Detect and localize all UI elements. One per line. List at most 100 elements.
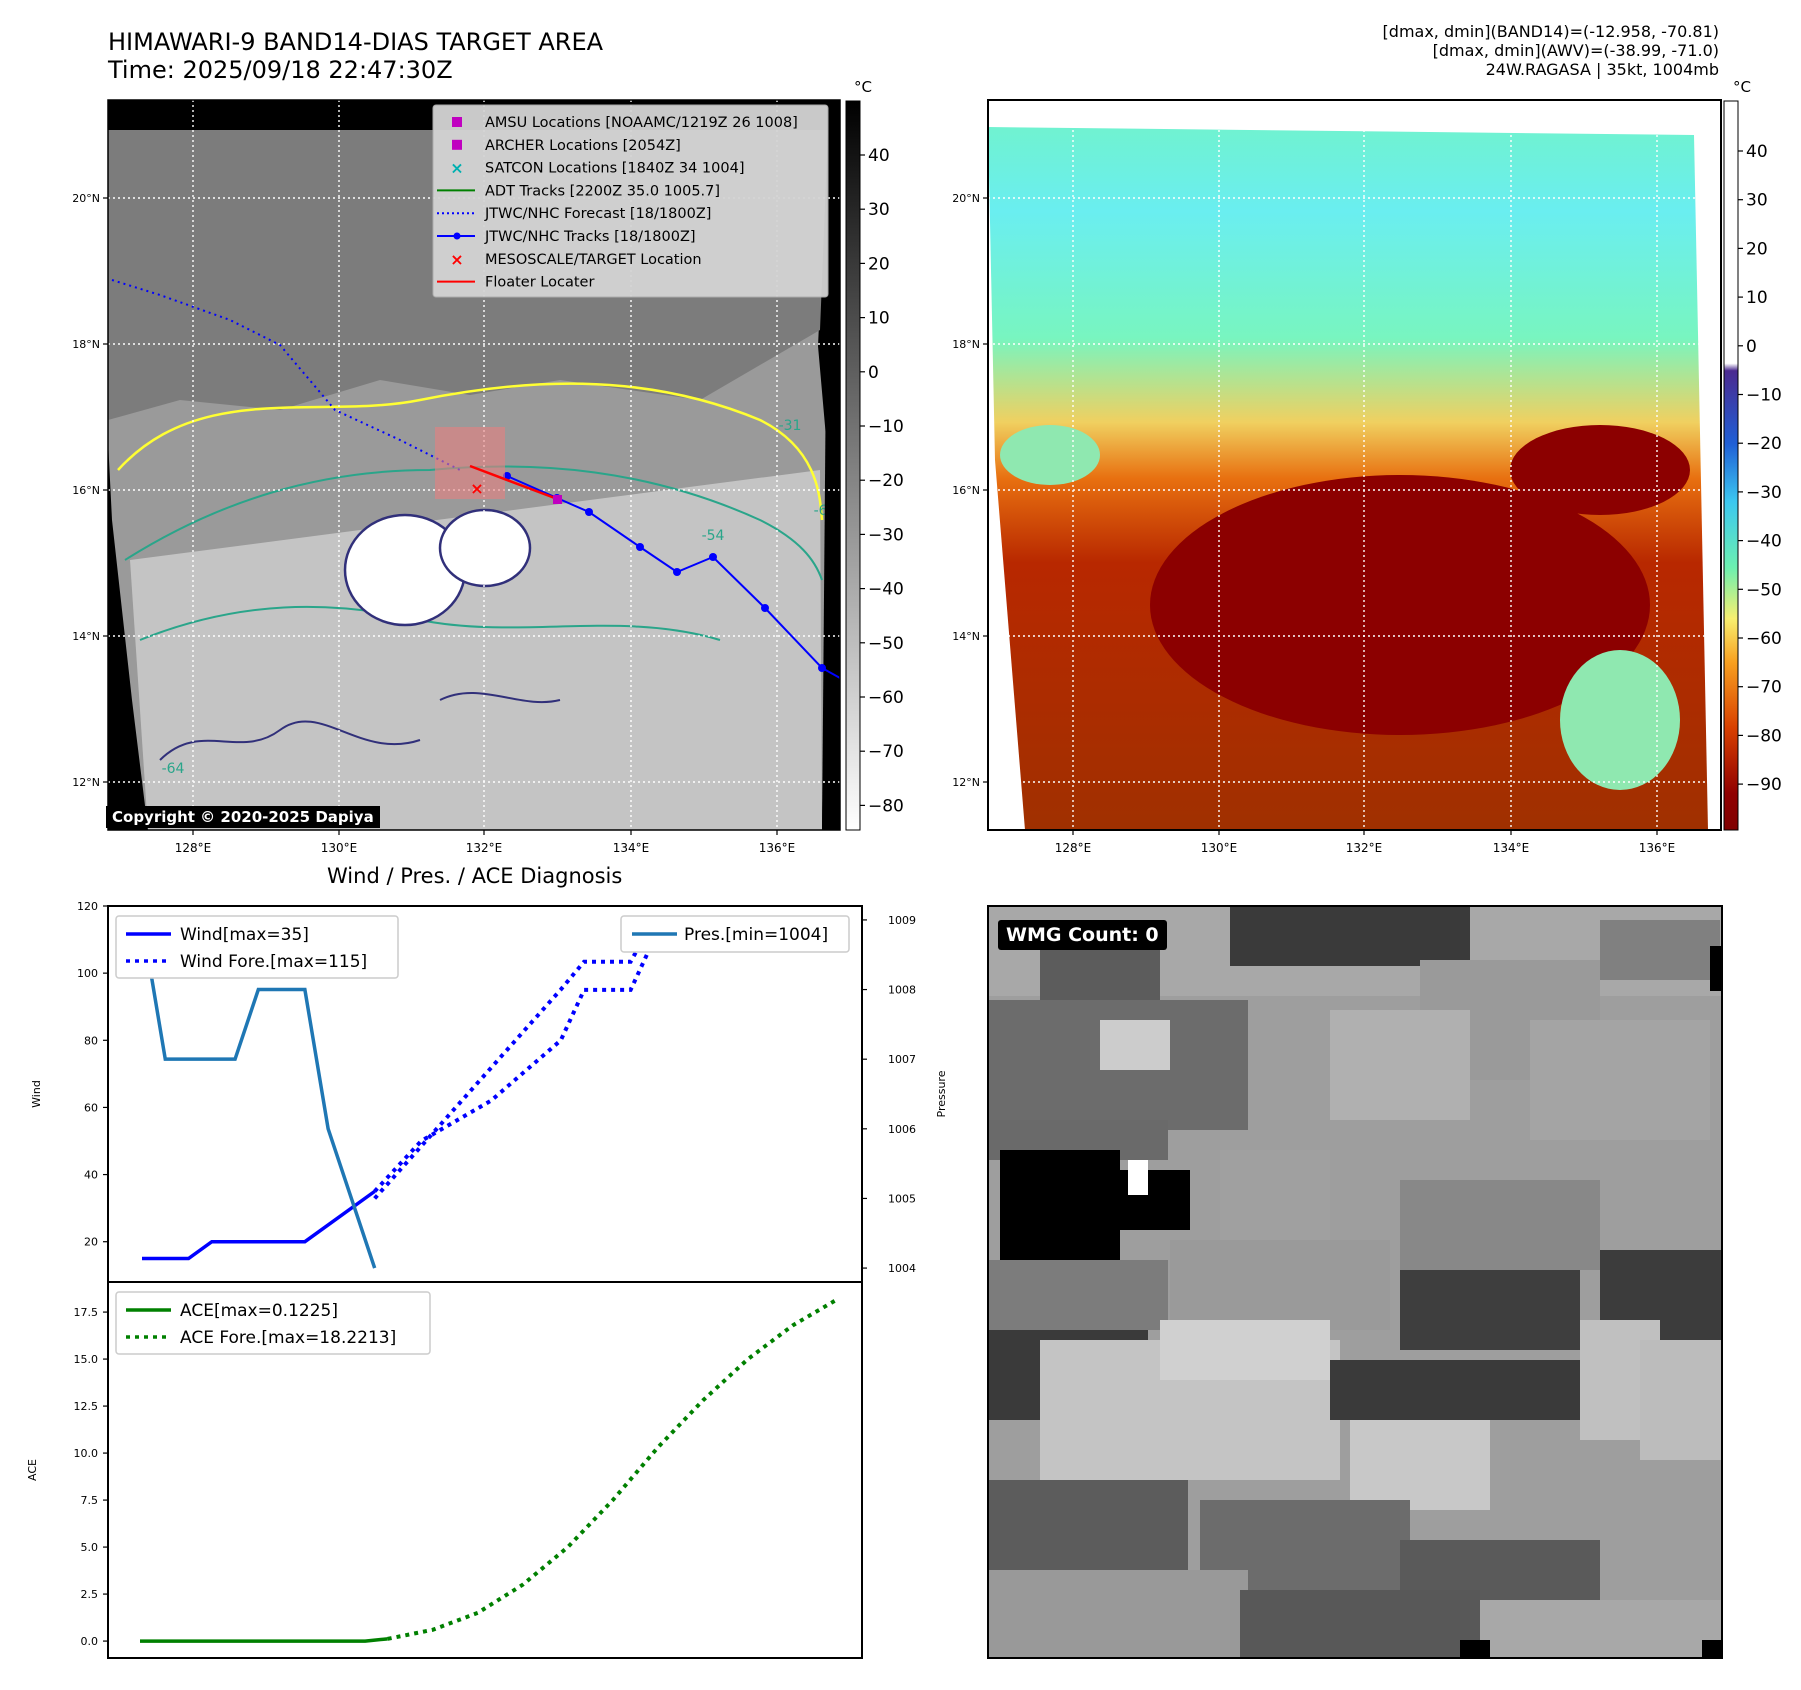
wmg-pixel-block [1240, 1590, 1480, 1658]
awv-map-lon-label: 136°E [1639, 841, 1676, 855]
ir-map-lon-label: 130°E [321, 841, 358, 855]
ir-map-lat-label: 14°N [72, 630, 100, 643]
ace-ytick-label: 7.5 [81, 1494, 99, 1507]
pressure-ytick-label: 1009 [888, 914, 916, 927]
pressure-ytick-label: 1005 [888, 1192, 916, 1205]
ir-contour-teal [124, 465, 823, 581]
colorbar-tick-label: −70 [868, 742, 904, 762]
target-location-marker: × [470, 479, 483, 498]
awv-cold-core [1510, 425, 1690, 515]
colorbar-tick-label: 10 [868, 309, 890, 329]
pressure-legend-entry: Pres.[min=1004] [684, 925, 828, 945]
legend-marker [452, 139, 462, 150]
colorbar-tick-label: −50 [868, 634, 904, 654]
ace-ytick-label: 12.5 [74, 1400, 99, 1413]
awv-map-lat-label: 18°N [952, 338, 980, 351]
pressure-axis-label: Pressure [935, 1070, 948, 1117]
colorbar-tick-label: −80 [868, 796, 904, 816]
wmg-pixel-block [1128, 1160, 1148, 1195]
awv-map-lat-label: 12°N [952, 776, 980, 789]
wmg-pixel-block [1160, 1320, 1330, 1380]
series-wind [142, 1189, 376, 1261]
colorbar-tick-label: 30 [1746, 191, 1768, 211]
wmg-pixel-block [1640, 1340, 1722, 1460]
contour-label: -54 [702, 528, 725, 544]
colorbar-tick-label: −80 [1746, 726, 1782, 746]
wmg-panel-frame [987, 905, 1723, 1659]
wmg-pixel-block [1100, 1020, 1170, 1070]
wmg-pixel-block [1530, 1020, 1710, 1140]
colorbar-tick-label: −60 [1746, 629, 1782, 649]
wind-axis-label: Wind [30, 1080, 43, 1108]
colorbar-tick-label: 0 [868, 363, 879, 383]
awv-map-lat-label: 20°N [952, 192, 980, 205]
wind-ytick-label: 60 [84, 1101, 98, 1114]
wmg-pixel-block [1702, 1640, 1722, 1658]
legend-marker [453, 232, 461, 240]
wmg-pixel-block [1230, 906, 1470, 966]
colorbar-tick-label: −10 [1746, 386, 1782, 406]
contour-label: -64 [162, 761, 185, 777]
gray-colorbar [845, 100, 861, 831]
colorbar-tick-label: −30 [1746, 483, 1782, 503]
figure-info: [dmax, dmin](BAND14)=(-12.958, -70.81) [… [1382, 22, 1719, 79]
ace-ytick-label: 15.0 [74, 1353, 99, 1366]
pressure-ytick-label: 1008 [888, 984, 916, 997]
series-ace-fore [387, 1297, 840, 1641]
legend-marker [452, 117, 462, 127]
jtwc-forecast-track [111, 279, 461, 471]
colorbar-tick-label: −90 [1746, 775, 1782, 795]
legend-entry: Floater Locater [485, 275, 594, 291]
ir-contour-navy [439, 691, 561, 704]
wind-ytick-label: 40 [84, 1169, 98, 1182]
ir-map-lat-label: 16°N [72, 484, 100, 497]
colorbar-tick-label: −60 [868, 688, 904, 708]
awv-map-lon-label: 134°E [1493, 841, 1530, 855]
awv-clear-patch [1560, 650, 1680, 790]
series-pres [140, 919, 377, 1269]
colorbar-tick-label: 30 [868, 200, 890, 220]
ir-cold-cloud [130, 470, 822, 830]
legend-entry: AMSU Locations [NOAAMC/1219Z 26 1008] [485, 115, 798, 131]
wmg-count-badge: WMG Count: 0 [998, 920, 1167, 950]
jtwc-track-point [761, 604, 769, 612]
colorbar-tick-label: −20 [868, 471, 904, 491]
floater-locater [469, 464, 561, 502]
pressure-legend [620, 915, 850, 953]
series-ace [140, 1637, 388, 1643]
wind-ytick-label: 20 [84, 1236, 98, 1249]
jtwc-track-point [585, 508, 593, 516]
ir-swath-edge [822, 130, 840, 830]
ace-legend [115, 1291, 431, 1355]
wmg-pixel-block [1350, 1420, 1490, 1510]
wmg-pixel-block [1330, 1360, 1610, 1420]
ir-contour-yellow [117, 382, 824, 521]
wind-legend-entry: Wind Fore.[max=115] [180, 952, 367, 972]
ir-map-lon-label: 136°E [759, 841, 796, 855]
wind-ytick-label: 80 [84, 1034, 98, 1047]
contour-label: -31 [779, 418, 802, 434]
legend-marker: × [450, 250, 463, 269]
ir-cold-core-east [438, 508, 532, 588]
colorbar-tick-label: −70 [1746, 678, 1782, 698]
legend-entry: SATCON Locations [1840Z 34 1004] [485, 161, 744, 177]
awv-cold-core [1150, 475, 1650, 735]
awv-map-frame [987, 99, 1722, 831]
jtwc-track-point [818, 664, 826, 672]
ace-ytick-label: 17.5 [74, 1306, 99, 1319]
target-area-box [435, 427, 505, 499]
wmg-pixel-block [1170, 1240, 1390, 1330]
ir-map-lon-label: 132°E [466, 841, 503, 855]
wind-legend-entry: Wind[max=35] [180, 925, 309, 945]
legend-entry: JTWC/NHC Forecast [18/1800Z] [484, 206, 711, 222]
jtwc-track-point [673, 568, 681, 576]
jtwc-track-point [636, 543, 644, 551]
wmg-pixel-block [1460, 1640, 1490, 1658]
wmg-pixel-block [988, 1570, 1248, 1658]
wind-legend [115, 915, 399, 979]
colorbar-unit: °C [854, 78, 872, 96]
awv-clear-patch [1000, 425, 1100, 485]
wmg-pixel-block [1480, 1600, 1722, 1658]
colorbar-tick-label: 40 [868, 146, 890, 166]
